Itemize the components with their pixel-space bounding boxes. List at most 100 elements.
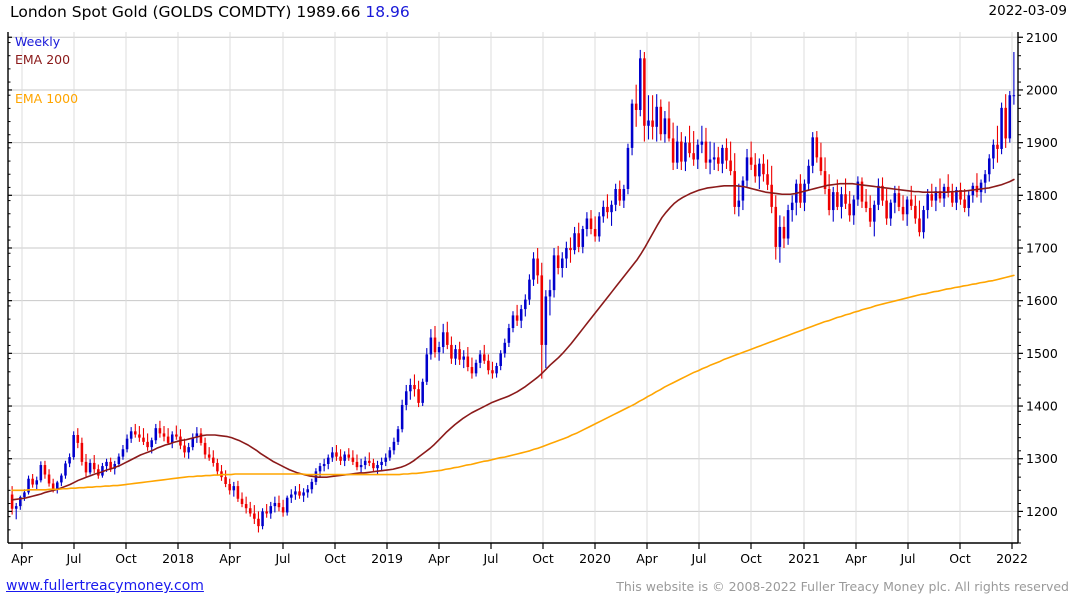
candle-body (10, 494, 14, 509)
candle-body (708, 159, 712, 163)
candle-body (417, 389, 420, 403)
candle-body (889, 202, 892, 219)
candle-body (819, 157, 823, 172)
candle-body (105, 461, 108, 467)
y-axis-tick-label: 1700 (1026, 240, 1058, 255)
candle-body (602, 206, 605, 217)
candle-body (614, 188, 617, 205)
candle-body (466, 356, 470, 368)
candle-body (630, 103, 634, 148)
y-axis-tick-label: 1600 (1026, 293, 1058, 308)
candle-body (807, 165, 810, 184)
candle-body (922, 210, 925, 233)
candle-body (729, 160, 732, 172)
candle-body (113, 463, 117, 469)
candle-body (236, 486, 240, 499)
candle-body (294, 491, 297, 495)
candle-body (877, 185, 880, 205)
candle-body (836, 192, 839, 207)
candle-body (269, 506, 273, 514)
candle-body (528, 279, 531, 300)
candle-body (76, 435, 80, 443)
candle-body (433, 337, 437, 353)
legend-item-ema-1000: EMA 1000 (15, 91, 78, 106)
candle-body (261, 511, 264, 527)
y-axis-tick-label: 2000 (1026, 82, 1058, 97)
candle-body (737, 200, 741, 207)
candle-body (552, 255, 556, 291)
candle-body (92, 462, 96, 470)
price-chart[interactable]: 1200 1300 1400 1500 1600 1700 1800 1900 2000 2100… (0, 24, 1075, 569)
candle-body (864, 201, 868, 208)
candle-body (647, 120, 650, 126)
x-axis-tick-label: Oct (949, 551, 971, 566)
x-axis-tick-label: Jul (899, 551, 915, 566)
page-title: London Spot Gold (GOLDS COMDTY) 1989.66 … (10, 2, 410, 22)
candle-body (639, 58, 642, 110)
candle-body (717, 157, 720, 164)
candle-body (659, 106, 663, 135)
candle-body (622, 188, 626, 201)
candle-body (934, 191, 938, 201)
x-axis-tick-label: Apr (11, 551, 33, 566)
candle-body (524, 299, 527, 310)
candle-body (938, 191, 942, 199)
candle-body (589, 218, 593, 230)
candle-body (388, 450, 392, 458)
candle-body (335, 452, 338, 457)
candle-body (19, 497, 22, 507)
candle-body (376, 465, 379, 469)
website-link[interactable]: www.fullertreacymoney.com (6, 578, 204, 594)
candle-body (470, 367, 474, 374)
candle-body (212, 457, 215, 463)
candle-body (955, 190, 958, 203)
x-axis-tick-label: Apr (636, 551, 658, 566)
chart-canvas-container[interactable]: 1200 1300 1400 1500 1600 1700 1800 1900 2000 2100… (0, 24, 1075, 569)
candle-body (996, 144, 999, 149)
candle-body (277, 502, 281, 508)
candle-body (290, 494, 293, 498)
candle-body (117, 456, 121, 464)
candle-body (437, 347, 441, 353)
candle-body (146, 441, 149, 448)
candle-body (712, 157, 716, 160)
candle-body (827, 188, 831, 211)
candle-body (339, 456, 342, 461)
candle-body (725, 147, 728, 161)
candlestick-series[interactable] (10, 49, 1016, 533)
y-axis-tick-label: 1400 (1026, 399, 1058, 414)
candle-body (248, 508, 252, 514)
candle-body (23, 492, 26, 498)
candle-body (799, 183, 802, 203)
candle-body (544, 296, 548, 345)
candle-body (856, 181, 860, 200)
candle-body (918, 218, 921, 233)
y-axis-tick-label: 1900 (1026, 135, 1058, 150)
candle-body (873, 204, 876, 222)
candle-body (384, 457, 387, 462)
candle-body (684, 142, 687, 162)
candle-body (811, 137, 814, 166)
candle-body (507, 328, 511, 343)
candle-body (733, 171, 736, 207)
candle-body (1012, 95, 1016, 97)
candle-body (610, 204, 613, 213)
candle-body (573, 233, 576, 251)
price-change: 18.96 (365, 3, 410, 21)
candle-body (979, 182, 983, 193)
candle-body (482, 354, 486, 361)
candle-body (240, 498, 244, 505)
y-axis-tick-label: 2100 (1026, 30, 1058, 45)
chart-footer: www.fullertreacymoney.com This website i… (0, 574, 1075, 600)
candle-body (47, 474, 51, 484)
candle-body (187, 447, 190, 453)
candle-body (134, 431, 137, 435)
candle-body (322, 463, 326, 467)
candle-body (503, 342, 507, 354)
candle-body (778, 226, 782, 247)
candle-body (569, 247, 572, 251)
candle-body (556, 255, 560, 269)
x-axis-tick-label: Oct (532, 551, 554, 566)
candle-body (831, 192, 835, 211)
candle-body (881, 185, 884, 201)
